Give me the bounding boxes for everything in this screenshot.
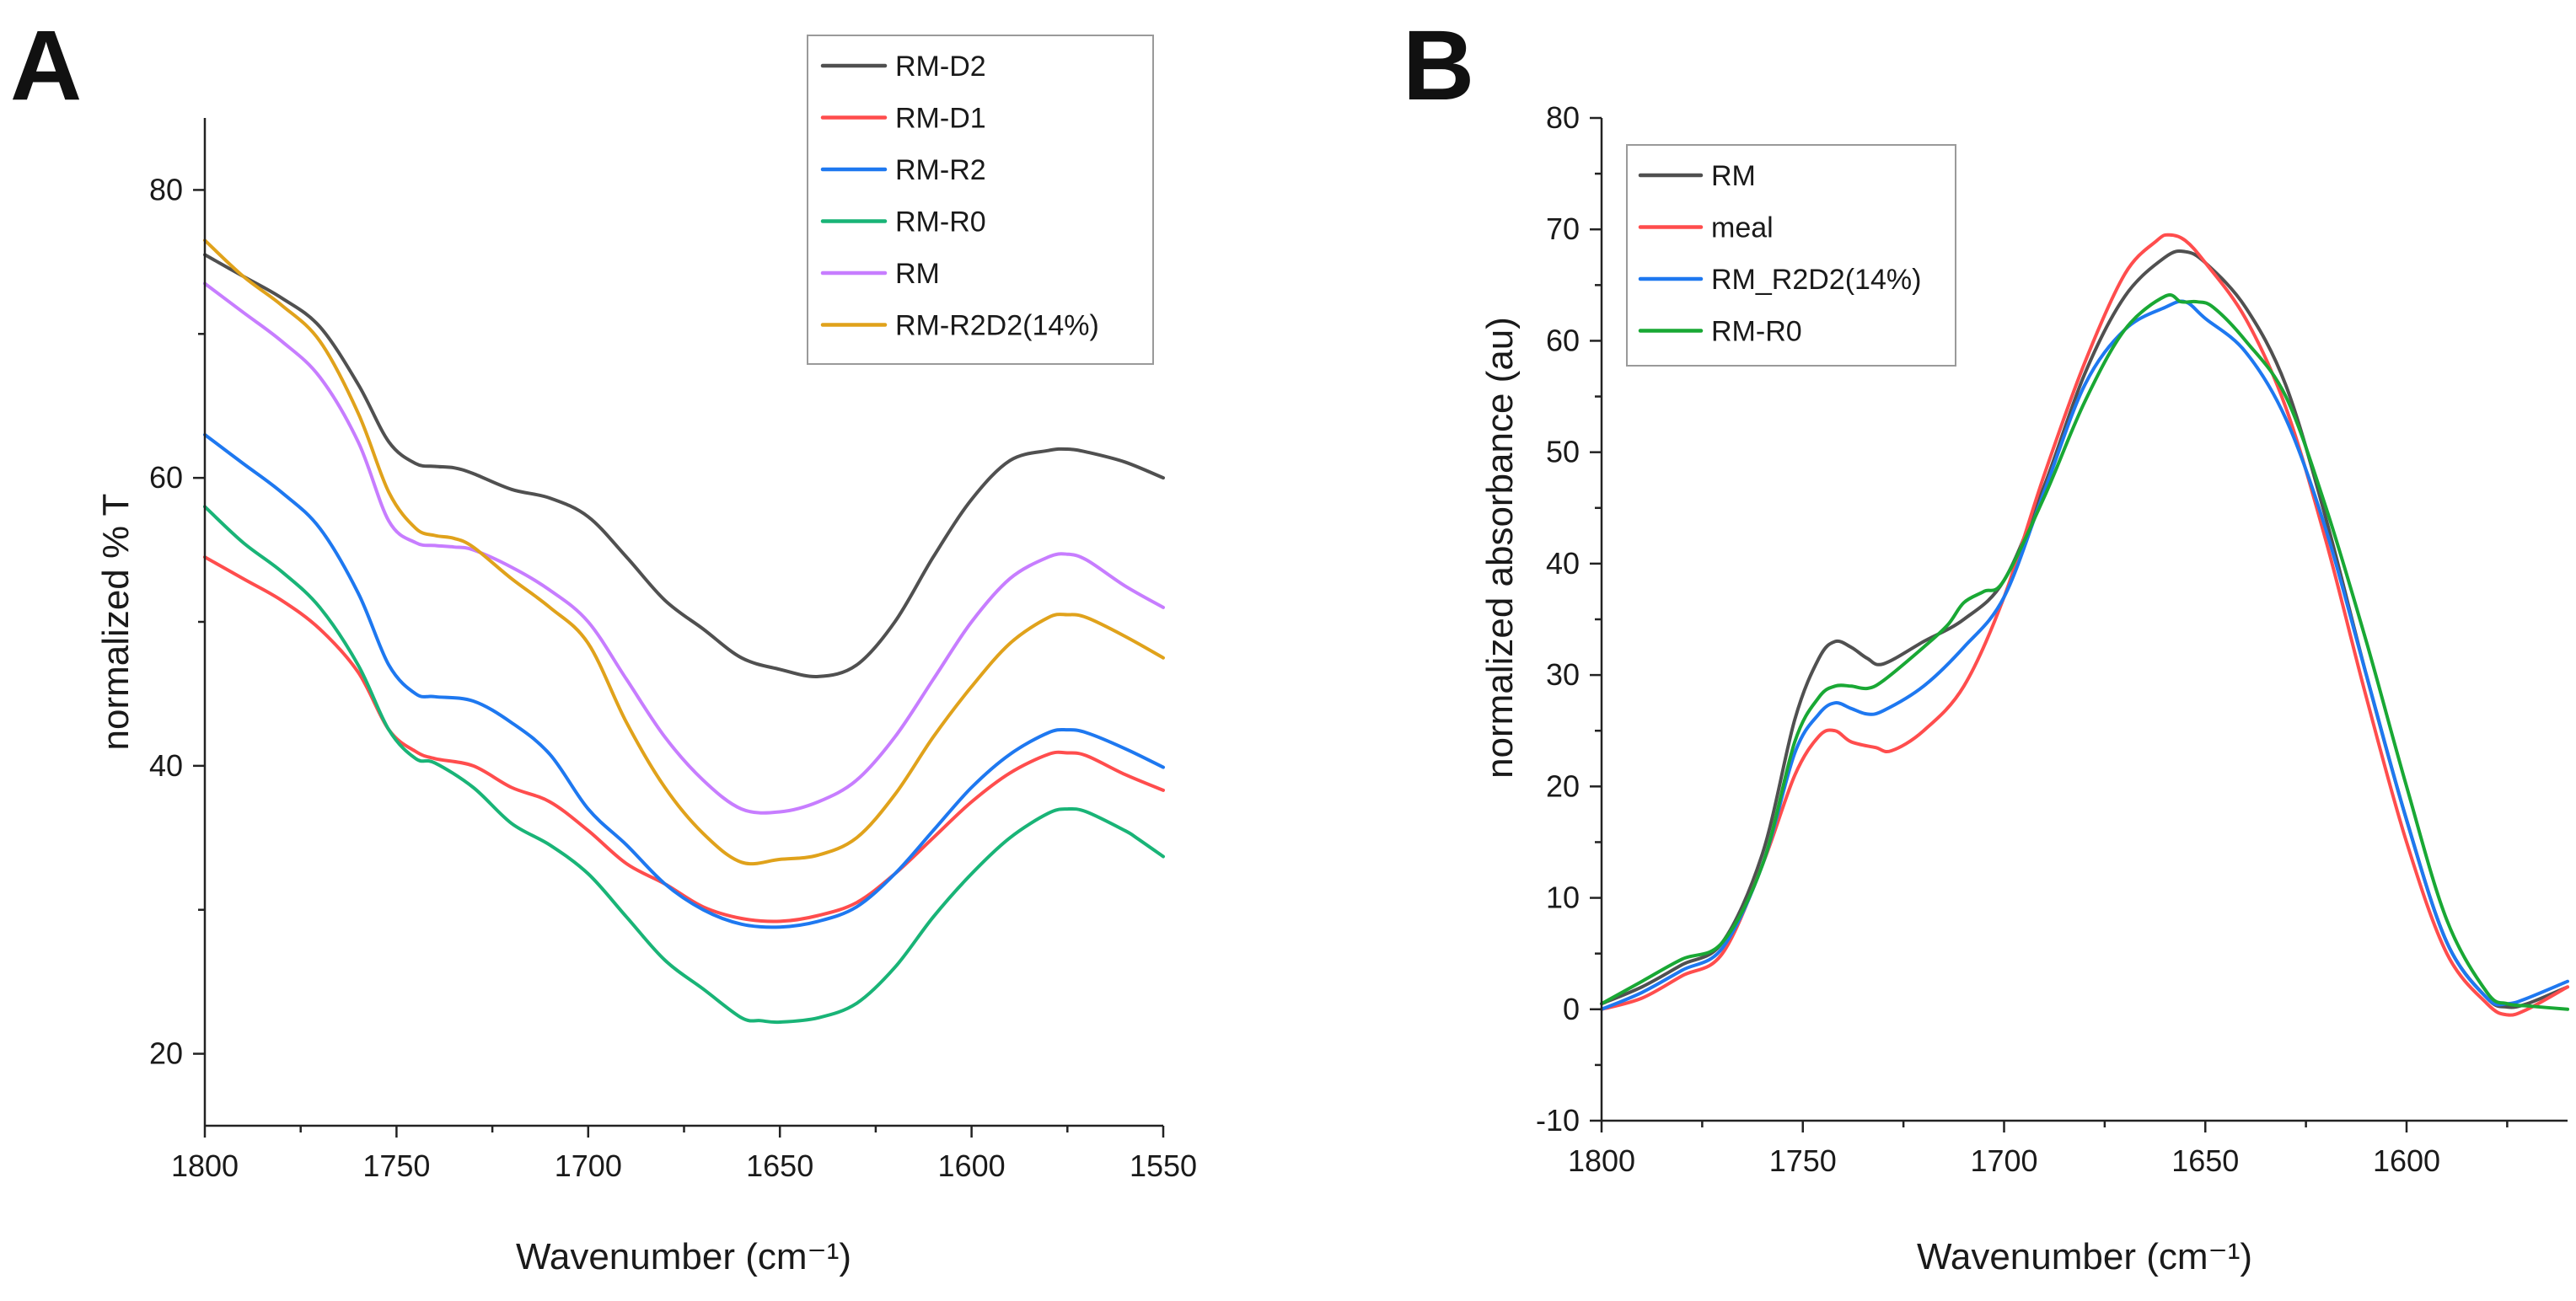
plot-b-ticks: 1800 1750 1700 1650 1600 -10 0 10 20 30 40 50 60 70 80 [1536,100,2509,1178]
plot-b-x-tick-label-1650: 1650 [2171,1143,2239,1178]
plot-b-legend-label-rm-r2d2-14: RM_R2D2(14%) [1711,264,1921,296]
plot-a-y-tick-label-40: 40 [149,748,183,783]
plot-a-y-axis-label: normalized % T [95,494,137,751]
plot-a-y-tick-label-20: 20 [149,1036,183,1071]
plot-b-y-tick-label--10: -10 [1536,1103,1580,1138]
plot-a-x-tick-label-1800: 1800 [171,1148,239,1183]
plot-a-x-tick-label-1550: 1550 [1130,1148,1197,1183]
plot-a-ticks: 1800 1750 1700 1650 1600 1550 20 40 60 80 [149,172,1197,1183]
plot-b-x-tick-label-1600: 1600 [2373,1143,2440,1178]
plot-a-x-tick-label-1750: 1750 [362,1148,430,1183]
plot-b-y-tick-label-10: 10 [1546,881,1580,915]
plot-b-y-tick-label-0: 0 [1563,992,1580,1026]
plot-a-legend-label-rm-r2: RM-R2 [895,154,986,186]
plot-a-legend-label-rm-r0: RM-R0 [895,206,986,238]
plot-b-y-tick-label-30: 30 [1546,657,1580,692]
plot-a-y-tick-label-80: 80 [149,172,183,206]
plot-a-legend-label-rm-d1: RM-D1 [895,103,986,135]
plot-a-legend-label-rm-r2d2-14: RM-R2D2(14%) [895,310,1099,342]
plot-b-series-rm-r0 [1600,293,2569,1011]
plot-a-x-axis-label: Wavenumber (cm⁻¹) [516,1236,851,1277]
plot-b-y-tick-label-80: 80 [1546,100,1580,135]
plot-a-series-rm-r2d2-14 [203,238,1165,866]
plot-a-x-tick-label-1650: 1650 [746,1148,813,1183]
panel-a-letter: A [10,10,82,121]
plot-b-x-tick-label-1800: 1800 [1568,1143,1635,1178]
plot-a-legend-label-rm-d2: RM-D2 [895,51,986,83]
plot-b-y-tick-label-40: 40 [1546,546,1580,581]
plot-b-legend-label-rm: RM [1711,160,1756,192]
plot-a-y-tick-label-60: 60 [149,460,183,495]
plot-b-series-meal [1600,233,2569,1017]
plot-a-x-tick-label-1600: 1600 [938,1148,1006,1183]
plot-b-y-axis-label: normalized absorbance (au) [1479,317,1521,779]
plot-b-y-tick-label-70: 70 [1546,211,1580,246]
plot-b-x-tick-label-1750: 1750 [1769,1143,1837,1178]
plot-b-legend-label-meal: meal [1711,212,1774,244]
plot-a-series-rm [203,281,1165,815]
plot-b-series-group [1600,233,2569,1017]
plot-b-legend: RM meal RM_R2D2(14%) RM-R0 [1626,144,1956,367]
plot-b-x-axis-label: Wavenumber (cm⁻¹) [1917,1236,2252,1277]
plot-a-x-tick-label-1700: 1700 [555,1148,622,1183]
plot-b-x-tick-label-1700: 1700 [1970,1143,2037,1178]
plot-a-legend-label-rm: RM [895,258,940,290]
panel-b-letter: B [1403,10,1474,121]
plot-b-y-tick-label-60: 60 [1546,323,1580,357]
plot-b-y-tick-label-20: 20 [1546,768,1580,803]
plot-b-legend-label-rm-r0: RM-R0 [1711,316,1802,348]
plot-a-series-rm-d2 [203,253,1165,678]
plot-a-series-group [203,238,1165,1025]
plot-b-series-rm-r2d2-14 [1600,299,2569,1011]
plot-a-legend-frame [807,35,1154,365]
panel-b: B 1800 1750 1700 1650 1600 -10 0 10 20 30 40 50 60 70… [1403,10,2569,1277]
panel-a: A 1800 1750 1700 1650 1600 1550 20 40 60 80 Waven… [10,10,1197,1277]
plot-a-series-rm-r0 [203,505,1165,1025]
plot-a-legend: RM-D2 RM-D1 RM-R2 RM-R0 RM RM-R2D2(14%) [807,35,1154,365]
plot-b-area: 1800 1750 1700 1650 1600 -10 0 10 20 30 40 50 60 70 80 [1536,100,2569,1178]
plot-a-area: 1800 1750 1700 1650 1600 1550 20 40 60 80 [149,118,1197,1183]
plot-a-series-rm-d1 [203,555,1165,924]
plot-a-series-rm-r2 [203,432,1165,929]
plot-b-y-tick-label-50: 50 [1546,435,1580,469]
